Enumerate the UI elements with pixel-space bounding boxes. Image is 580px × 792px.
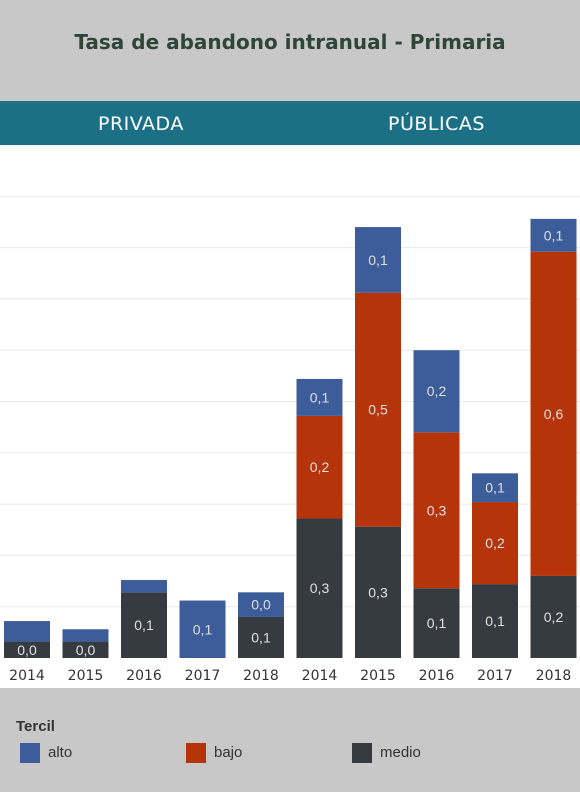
- bar-label-medio-0: 0,0: [17, 642, 37, 658]
- bar-segment-alto-5: [296, 378, 343, 416]
- legend-label-medio: medio: [380, 744, 421, 761]
- legend-label-bajo: bajo: [214, 744, 243, 761]
- x-tick-label: 2018: [243, 668, 279, 684]
- panel-label-privada: PRIVADA: [98, 113, 184, 135]
- bar-segment-medio-0: [4, 641, 50, 658]
- bar-label-alto-8: 0,1: [485, 480, 505, 496]
- legend-title: Tercil: [16, 718, 55, 735]
- bar-label-alto-4: 0,0: [251, 597, 271, 613]
- bar-segment-bajo-6: [355, 292, 401, 527]
- stacked-bar-chart: 0,0 2014 0,0 2015 0,1 2016 0,1 2017 0,1 0,0 2018 0,…: [0, 145, 580, 684]
- x-tick-label: 2017: [185, 668, 221, 684]
- bar-label-medio-2: 0,1: [134, 617, 154, 633]
- bar-segment-bajo-7: [413, 432, 460, 589]
- bar-label-alto-6: 0,1: [368, 252, 388, 268]
- chart-title: Tasa de abandono intranual - Primaria: [74, 30, 506, 54]
- x-tick-label: 2016: [419, 668, 455, 684]
- bar-label-alto-5: 0,1: [310, 389, 330, 405]
- legend-swatch-bajo: [186, 743, 206, 763]
- bar-label-medio-8: 0,1: [485, 613, 505, 629]
- title-band: [0, 0, 580, 101]
- bar-segment-alto-0: [4, 621, 50, 642]
- bar-segment-medio-5: [296, 518, 343, 658]
- bar-label-medio-1: 0,0: [76, 642, 96, 658]
- bar-segment-alto-2: [121, 580, 167, 593]
- bar-label-bajo-8: 0,2: [485, 535, 505, 551]
- bar-segment-bajo-9: [530, 251, 577, 576]
- legend-band: [0, 688, 580, 792]
- bar-label-bajo-6: 0,5: [368, 402, 388, 418]
- x-tick-label: 2015: [360, 668, 396, 684]
- bar-segment-medio-8: [472, 584, 518, 658]
- bar-label-bajo-7: 0,3: [427, 502, 447, 518]
- bar-label-medio-4: 0,1: [251, 629, 271, 645]
- x-tick-label: 2015: [68, 668, 104, 684]
- legend-swatch-alto: [20, 743, 40, 763]
- bar-segment-alto-9: [530, 218, 577, 252]
- bar-segment-medio-4: [238, 616, 284, 658]
- bar-label-medio-9: 0,2: [544, 609, 564, 625]
- legend-swatch-medio: [352, 743, 372, 763]
- bar-segment-bajo-5: [296, 415, 343, 519]
- bar-segment-alto-8: [472, 473, 518, 503]
- bar-label-bajo-9: 0,6: [544, 406, 564, 422]
- x-tick-label: 2018: [536, 668, 572, 684]
- bar-label-medio-6: 0,3: [368, 584, 388, 600]
- bar-label-alto-3: 0,1: [193, 621, 213, 637]
- bar-segment-alto-6: [355, 227, 401, 293]
- bar-segment-medio-1: [62, 641, 109, 658]
- x-tick-label: 2014: [302, 668, 338, 684]
- bar-segment-alto-4: [238, 592, 284, 617]
- bar-label-medio-7: 0,1: [427, 615, 447, 631]
- bar-label-alto-7: 0,2: [427, 383, 447, 399]
- panel-label-publicas: PÚBLICAS: [388, 113, 485, 135]
- bar-segment-alto-1: [62, 629, 109, 642]
- bar-segment-alto-3: [179, 600, 226, 658]
- bar-segment-medio-2: [121, 592, 167, 658]
- panel-header-band: [0, 101, 580, 145]
- bar-segment-bajo-8: [472, 502, 518, 585]
- bar-segment-alto-7: [413, 350, 460, 433]
- x-tick-label: 2017: [477, 668, 513, 684]
- bar-label-medio-5: 0,3: [310, 580, 330, 596]
- legend-label-alto: alto: [48, 744, 73, 761]
- bar-segment-medio-7: [413, 588, 460, 658]
- x-tick-label: 2016: [126, 668, 162, 684]
- bar-segment-medio-6: [355, 526, 401, 658]
- bar-label-bajo-5: 0,2: [310, 459, 330, 475]
- bar-segment-medio-9: [530, 575, 577, 658]
- x-tick-label: 2014: [9, 668, 45, 684]
- bar-label-alto-9: 0,1: [544, 227, 564, 243]
